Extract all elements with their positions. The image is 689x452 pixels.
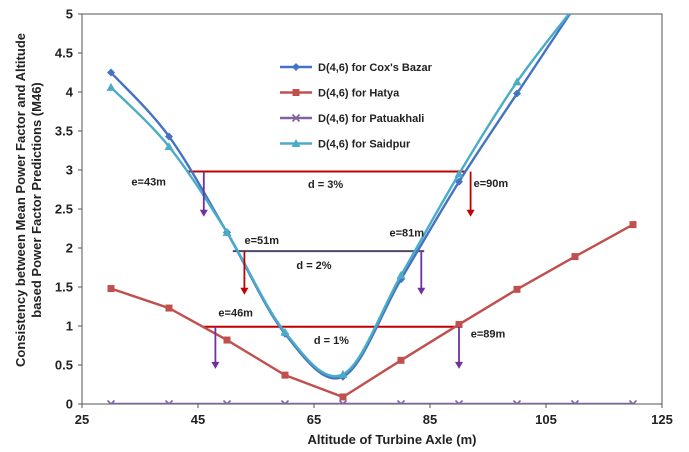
data-point	[165, 304, 173, 312]
data-point	[106, 82, 116, 91]
annotation-lines-layer: d = 3% d = 2% d = 1%	[186, 170, 465, 347]
data-point	[222, 399, 232, 404]
y-tick-label: 0	[66, 397, 73, 412]
arrow-head	[417, 287, 426, 295]
x-tick-label: 125	[651, 412, 673, 427]
data-point	[512, 399, 522, 404]
data-point	[628, 399, 638, 404]
legend-label: D(4,6) for Cox's Bazar	[318, 62, 433, 74]
series-group	[107, 221, 637, 401]
data-point	[338, 369, 348, 378]
arrow-head	[240, 287, 249, 295]
data-point	[281, 371, 289, 379]
data-point	[512, 77, 522, 86]
y-tick-label: 2	[66, 241, 73, 256]
data-point	[570, 399, 580, 404]
legend-label: D(4,6) for Hatya	[318, 88, 400, 100]
legend-entry: D(4,6) for Patuakhali	[280, 113, 424, 125]
x-axis-title: Altitude of Turbine Axle (m)	[308, 432, 477, 447]
legend-label: D(4,6) for Saidpur	[318, 139, 411, 151]
y-axis-title-line-1: Consistency between Mean Power Factor an…	[13, 33, 28, 367]
data-point	[280, 399, 290, 404]
x-tick-label: 45	[191, 412, 205, 427]
data-point	[513, 89, 521, 98]
legend: D(4,6) for Cox's Bazar D(4,6) for Hatya D(…	[280, 62, 433, 151]
legend-entry: D(4,6) for Saidpur	[280, 139, 411, 151]
data-point	[107, 285, 115, 293]
legend-marker	[291, 139, 301, 147]
data-point	[165, 132, 173, 141]
arrow-head	[455, 361, 463, 369]
y-tick-label: 2.5	[55, 202, 73, 217]
y-tick-label: 3	[66, 163, 73, 178]
data-point	[107, 68, 115, 77]
data-point	[397, 356, 405, 364]
data-point	[164, 399, 174, 404]
threshold-label: d = 1%	[314, 335, 349, 347]
elevation-label: e=43m	[131, 177, 166, 189]
data-point	[396, 399, 406, 404]
data-point	[106, 399, 116, 404]
data-point	[280, 327, 290, 336]
threshold-label: d = 2%	[296, 260, 331, 272]
series-group	[106, 2, 580, 378]
data-point	[629, 221, 637, 229]
y-tick-label: 1.5	[55, 280, 73, 295]
elevation-label: e=89m	[471, 329, 506, 341]
elevation-label: e=46m	[218, 308, 253, 320]
data-point	[513, 285, 521, 293]
data-point	[571, 2, 579, 10]
x-tick-label: 85	[423, 412, 437, 427]
x-tick-label: 105	[535, 412, 557, 427]
legend-marker	[291, 113, 301, 123]
legend-label: D(4,6) for Patuakhali	[318, 113, 424, 125]
y-tick-label: 4	[66, 85, 74, 100]
arrow-head	[466, 209, 475, 217]
x-tick-label: 65	[307, 412, 321, 427]
arrow-head	[211, 361, 220, 369]
legend-marker	[292, 63, 300, 71]
legend-marker	[292, 89, 300, 96]
y-tick-label: 1	[66, 319, 73, 334]
elevation-label: e=51m	[245, 235, 280, 247]
annotation-arrows-layer: e=43m e=90m e=51m e=81m e=46m e=89m	[131, 171, 509, 369]
data-point	[222, 227, 232, 236]
data-point	[164, 142, 174, 151]
y-tick-label: 3.5	[55, 124, 73, 139]
x-tick-label: 25	[75, 412, 89, 427]
data-point	[454, 169, 464, 178]
y-tick-label: 0.5	[55, 358, 73, 373]
y-axis-title-line-2: based Power Factor Predictions (M46)	[29, 82, 44, 318]
data-point	[454, 399, 464, 404]
threshold-label: d = 3%	[308, 179, 343, 191]
data-point	[571, 2, 580, 10]
data-point	[571, 253, 579, 261]
data-point	[339, 393, 347, 401]
elevation-label: e=81m	[390, 227, 425, 239]
data-point	[455, 177, 463, 186]
legend-entry: D(4,6) for Hatya	[280, 88, 400, 100]
series-layer	[106, 2, 638, 404]
data-point	[338, 399, 348, 404]
tick-layer: 25 45 65 85 105 125 0 0.5 1 1.5 2 2.5 3 3.5 4 4.5 5	[55, 7, 673, 428]
data-point	[396, 270, 406, 279]
data-point	[455, 320, 463, 328]
y-tick-label: 4.5	[55, 46, 73, 61]
data-point	[223, 336, 231, 344]
legend-entry: D(4,6) for Cox's Bazar	[280, 62, 433, 74]
arrow-head	[199, 209, 208, 217]
series-group	[106, 399, 638, 404]
series-line	[110, 223, 634, 399]
elevation-label: e=90m	[474, 178, 509, 190]
y-tick-label: 5	[66, 7, 73, 22]
